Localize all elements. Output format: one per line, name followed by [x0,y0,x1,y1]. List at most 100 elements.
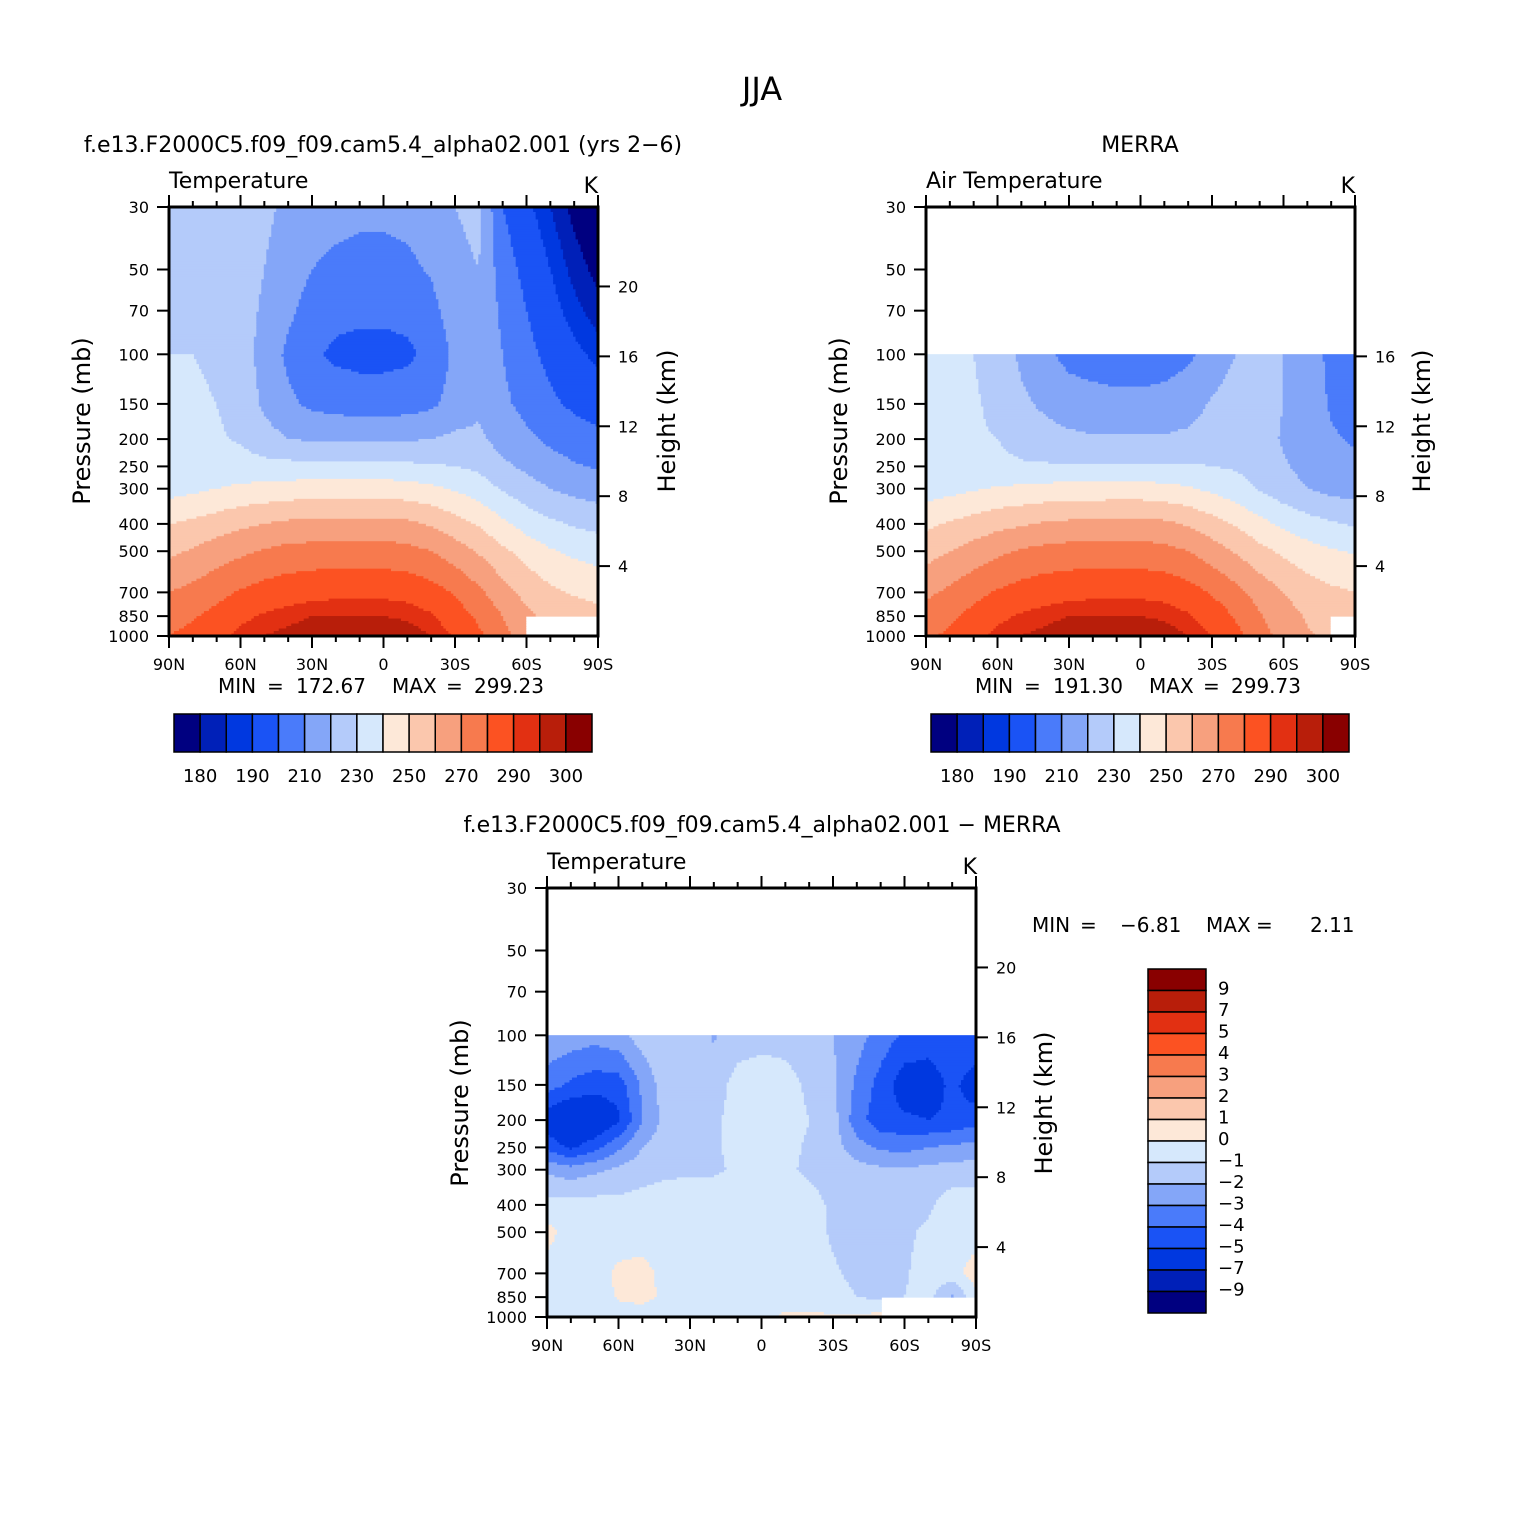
x-tick-label: 0 [378,655,388,674]
min-label: MIN [218,674,256,698]
colorbar-box [251,713,280,753]
max-label: MAX [1149,674,1194,698]
x-tick-label: 30N [674,1336,706,1355]
colorbar-box [1034,713,1063,753]
y-tick-label: 200 [875,430,906,449]
max-value: 2.11 [1310,913,1355,937]
colorbar-label: 270 [1201,766,1235,787]
x-tick-label: 90S [961,1336,992,1355]
units-label: K [1341,174,1356,199]
colorbar-label: 230 [1097,766,1131,787]
y2-tick-label: 4 [996,1238,1006,1257]
colorbar-label: 290 [496,766,530,787]
y-tick-label: 70 [129,302,149,321]
y-tick-label: 150 [496,1076,527,1095]
colorbar-box [225,713,254,753]
colorbar-label: 7 [1218,1000,1229,1021]
min-value: 172.67 [296,674,366,698]
y2-tick-label: 4 [1375,557,1385,576]
colorbar-label: −4 [1218,1215,1245,1236]
colorbar: 180 190 210 230 250 270 290 300 [930,713,1350,787]
max-eq: = [1203,674,1220,698]
colorbar-box [956,713,984,753]
y-tick-label: 30 [886,198,906,217]
y-tick-label: 250 [875,457,906,476]
colorbar-label: 230 [340,766,374,787]
colorbar-box [1113,713,1141,753]
colorbar-box [1147,1161,1207,1185]
x-tick-label: 30S [1197,655,1228,674]
y-tick-label: 850 [118,607,149,626]
y-tick-label: 400 [875,515,906,534]
y2-tick-label: 8 [618,487,628,506]
y-axis-title: Pressure (mb) [446,1019,474,1186]
colorbar-box [512,713,541,753]
colorbar-box [1147,1032,1207,1056]
contour-fill [926,354,1356,637]
colorbar-box [1147,1140,1207,1164]
colorbar-box [1147,1247,1207,1271]
colorbar-box [277,713,306,753]
y-tick-label: 200 [118,430,149,449]
y-tick-label: 300 [118,480,149,499]
panel-obs: MERRA Air Temperature K 30 50 70 100 150 200 2… [825,133,1436,787]
y-tick-label: 50 [886,260,906,279]
y-axis-title: Pressure (mb) [68,337,96,504]
panel-diff: f.e13.F2000C5.f09_f09.cam5.4_alpha02.001… [446,813,1355,1355]
colorbar-label: 1 [1218,1108,1229,1129]
units-label: K [963,855,978,880]
x-tick-label: 30N [296,655,328,674]
max-label: MAX [1206,913,1251,937]
colorbar-label: 180 [940,766,974,787]
max-value: 299.23 [474,674,544,698]
y-tick-label: 500 [118,542,149,561]
contour-plot: 305070100150200250300400500700850100090N… [108,195,638,674]
x-tick-label: 0 [1135,655,1145,674]
y2-tick-label: 20 [996,958,1016,977]
y2-tick-label: 12 [996,1098,1016,1117]
variable-label: Temperature [546,850,686,875]
colorbar-box [930,713,958,753]
colorbar: 180 190 210 230 250 270 290 300 [173,713,593,787]
colorbar-label: 2 [1218,1086,1229,1107]
y2-tick-label: 12 [1375,417,1395,436]
colorbar-box [1147,1011,1207,1035]
x-tick-label: 60N [602,1336,634,1355]
y-tick-label: 70 [507,983,527,1002]
max-eq: = [1256,913,1273,937]
x-tick-label: 60N [981,655,1013,674]
y-tick-label: 1000 [865,627,906,646]
y-tick-label: 30 [129,198,149,217]
y2-tick-label: 16 [996,1028,1016,1047]
colorbar-box [1217,713,1246,753]
min-eq: = [1024,674,1041,698]
colorbar-box [1147,1097,1207,1121]
y-tick-label: 300 [875,480,906,499]
colorbar-box [486,713,515,753]
colorbar-box [1147,1269,1207,1293]
y2-tick-label: 12 [618,417,638,436]
x-tick-label: 60S [889,1336,920,1355]
colorbar-label: 210 [287,766,321,787]
colorbar-label: 300 [549,766,583,787]
y-tick-label: 70 [886,302,906,321]
y-tick-label: 200 [496,1111,527,1130]
min-label: MIN [1032,913,1070,937]
y-tick-label: 850 [875,607,906,626]
y2-tick-label: 8 [1375,487,1385,506]
colorbar-box [1139,713,1167,753]
colorbar-box [1243,713,1272,753]
units-label: K [584,174,599,199]
variable-label: Air Temperature [926,169,1103,194]
panel-title: f.e13.F2000C5.f09_f09.cam5.4_alpha02.001… [84,133,682,158]
y-tick-label: 150 [875,395,906,414]
colorbar-box [1087,713,1115,753]
x-tick-label: 30N [1053,655,1085,674]
min-eq: = [267,674,284,698]
x-tick-label: 90N [531,1336,563,1355]
colorbar-label: 190 [992,766,1026,787]
x-tick-label: 60N [224,655,256,674]
min-value: 191.30 [1053,674,1123,698]
contour-fill [547,1035,977,1318]
